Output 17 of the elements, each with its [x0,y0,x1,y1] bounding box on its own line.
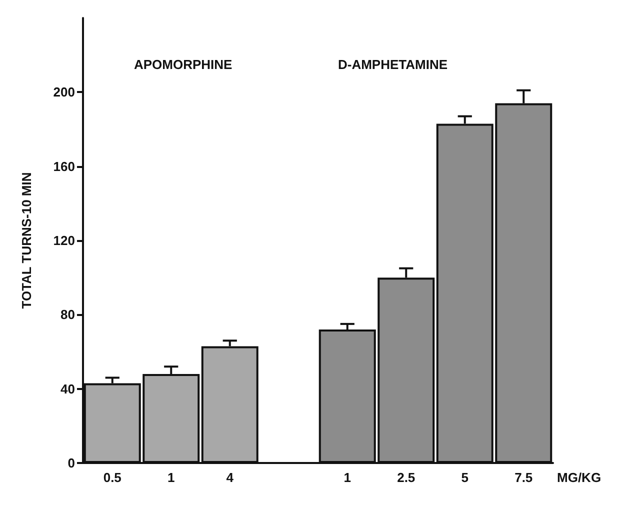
x-tick-label: 4 [226,470,234,485]
x-tick-label: 2.5 [397,470,416,485]
x-tick-label: 0.5 [103,470,122,485]
y-tick-label: 160 [53,158,75,174]
y-axis-title: TOTAL TURNS-10 MIN [19,172,34,309]
y-tick-label: 120 [53,233,75,248]
x-tick-label: 5 [461,470,468,485]
y-tick-label: 200 [53,84,75,100]
y-tick-label: 0 [68,456,75,470]
annotation: APOMORPHINE [134,57,233,72]
x-tick-label: 1 [344,470,351,485]
x-tick-label: 1 [168,470,175,485]
y-tick-label: 80 [60,307,75,322]
x-tick-label: 7.5 [514,470,533,485]
x-axis-title: MG/KG [557,470,602,485]
y-tick-label: 40 [60,381,75,396]
annotation: D-AMPHETAMINE [338,57,448,72]
